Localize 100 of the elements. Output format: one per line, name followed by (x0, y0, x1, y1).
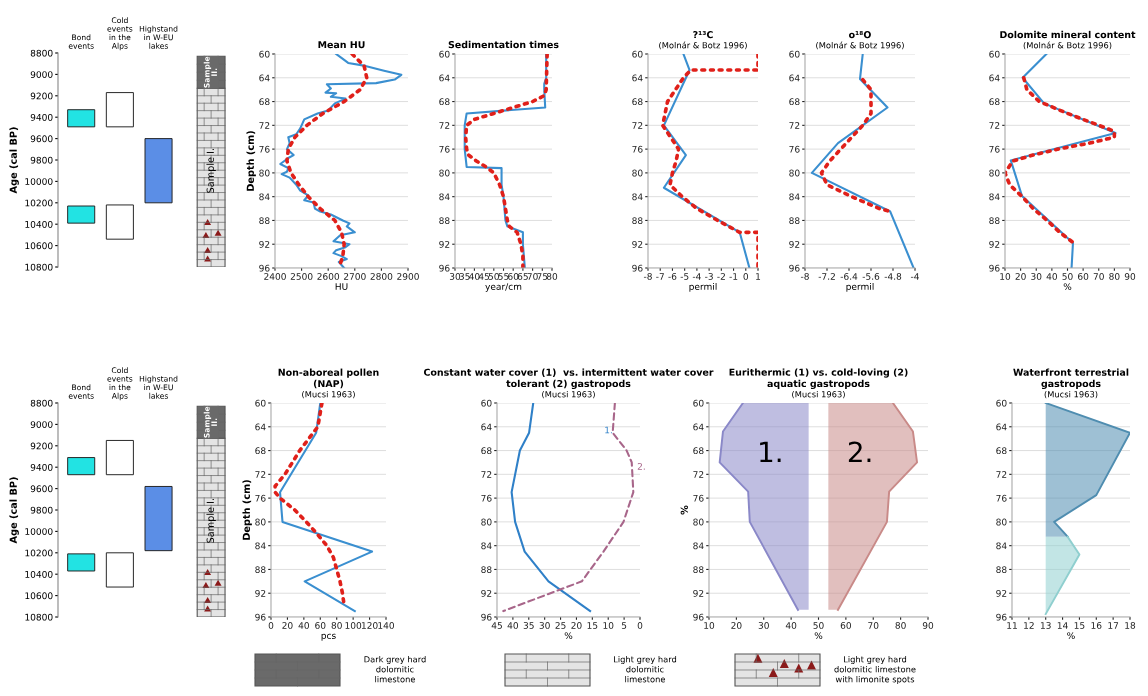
x-tick-label: 12 (1024, 622, 1034, 629)
y-tick-label: 92 (481, 589, 492, 597)
y-tick-label: 9200 (30, 442, 53, 450)
text: Light grey hard dolomitic limestone (614, 656, 677, 683)
x-tick-label: 20 (571, 622, 582, 629)
x-axis-title: year/cm (485, 283, 522, 292)
y-tick-label: 92 (632, 240, 643, 248)
y-tick-label: 10200 (25, 549, 53, 557)
x-tick-label: 60 (840, 622, 852, 629)
y-tick-label: 9600 (30, 135, 53, 143)
y-tick-label: 10000 (25, 528, 53, 535)
x-tick-label: 16 (1091, 622, 1102, 629)
y-tick-label: 10200 (25, 199, 53, 207)
x-tick-label: -1 (729, 273, 738, 280)
y-tick-label: 72 (789, 122, 800, 129)
y-tick-label: 68 (439, 98, 450, 106)
y-tick-label: 72 (693, 471, 704, 478)
x-tick-label: 120 (361, 622, 378, 629)
x-tick-label: 55 (498, 273, 509, 280)
x-tick-label: 0 (637, 622, 643, 629)
y-tick-label: 72 (989, 122, 1000, 129)
x-tick-label: 40 (1046, 273, 1058, 280)
y-tick-label: 64 (996, 423, 1007, 431)
y-tick-label: 10400 (25, 570, 53, 578)
y-tick-label: 64 (439, 74, 450, 82)
x-tick-label: 2600 (317, 273, 340, 280)
chart-title: Dolomite mineral content (1000, 30, 1136, 39)
y-tick-label: 88 (481, 566, 492, 573)
y-tick-label: 84 (693, 542, 704, 550)
y-tick-label: 68 (632, 98, 643, 106)
x-tick-label: -8 (643, 273, 652, 280)
text: Light grey hard dolomitic limestone with limonite spots (834, 656, 916, 684)
y-axis-title: % (680, 505, 688, 515)
x-tick-label: 40 (785, 622, 797, 629)
y-tick-label: 92 (989, 240, 1000, 248)
chart-title: Non-aboreal pollen (NAP) (278, 368, 379, 389)
x-tick-label: -3 (705, 273, 713, 280)
x-tick-label: 90 (1124, 273, 1136, 280)
x-axis-title: permil (846, 282, 874, 292)
chart-title: ?¹³C (693, 31, 713, 39)
y-tick-label: 92 (693, 589, 704, 597)
y-tick-label: 72 (632, 122, 643, 129)
chart-subtitle: (Mucsi 1963) (302, 390, 355, 399)
chart-title: o¹⁸O (849, 31, 871, 39)
x-tick-label: -4 (692, 273, 701, 280)
y-tick-label: 96 (259, 264, 270, 272)
x-tick-label: 2900 (397, 273, 419, 280)
y-tick-label: 88 (632, 217, 643, 224)
y-tick-label: 96 (789, 264, 800, 272)
x-tick-label: 25 (555, 622, 566, 629)
y-axis-title: Age (cal BP) (9, 127, 19, 194)
x-tick-label: 40 (298, 622, 309, 629)
y-tick-label: 76 (632, 145, 643, 153)
y-tick-label: 72 (996, 471, 1007, 478)
y-tick-label: 60 (481, 399, 492, 407)
x-tick-label: -7 (656, 273, 664, 280)
y-tick-label: 9800 (30, 506, 53, 514)
y-tick-label: 60 (693, 399, 704, 407)
y-tick-label: 76 (255, 494, 266, 502)
y-tick-label: 60 (259, 50, 270, 58)
bar (144, 485, 173, 552)
y-tick-label: 92 (255, 589, 266, 597)
x-tick-label: 50 (813, 622, 824, 629)
x-tick-label: 80 (895, 622, 906, 629)
chart-title: Sedimentation times (448, 40, 559, 49)
x-tick-label: 40 (469, 273, 480, 280)
x-tick-label: 2500 (290, 273, 313, 280)
y-tick-label: 96 (996, 613, 1007, 621)
y-tick-label: 92 (439, 240, 450, 248)
x-tick-label: 45 (491, 622, 502, 629)
x-tick-label: 14 (1057, 622, 1068, 629)
x-tick-label: 45 (478, 273, 490, 280)
annotation: 1. (760, 441, 781, 463)
y-tick-label: 72 (481, 471, 492, 478)
y-tick-label: 10600 (25, 242, 53, 250)
y-tick-label: 64 (989, 74, 1000, 82)
y-tick-label: 8800 (30, 399, 53, 407)
bar (144, 138, 173, 204)
x-tick-label: 35 (459, 273, 470, 280)
y-tick-label: 88 (693, 566, 704, 573)
chart-title: Waterfront terrestrial gastropods (1013, 368, 1129, 389)
x-tick-label: 80 (1109, 273, 1120, 280)
x-tick-label: 17 (1108, 622, 1119, 629)
y-tick-label: 76 (481, 494, 492, 502)
y-tick-label: 80 (693, 518, 704, 526)
y-tick-label: 9200 (30, 92, 53, 100)
y-tick-label: 76 (989, 145, 1000, 153)
chart-subtitle: (Molnár & Botz 1996) (1023, 41, 1112, 50)
text: Sample I. (206, 149, 216, 193)
x-tick-label: 30 (539, 622, 550, 629)
x-tick-label: 11 (1007, 622, 1017, 629)
y-tick-label: 80 (632, 169, 643, 177)
y-tick-label: 88 (259, 217, 270, 224)
y-tick-label: 60 (632, 50, 643, 58)
text: Dark grey hard dolomitic limestone (364, 656, 426, 683)
y-tick-label: 9600 (30, 485, 53, 493)
x-tick-label: 70 (527, 273, 538, 280)
y-tick-label: 10400 (25, 220, 53, 228)
x-tick-label: -6 (668, 273, 677, 280)
annotation: 2. (637, 462, 645, 470)
